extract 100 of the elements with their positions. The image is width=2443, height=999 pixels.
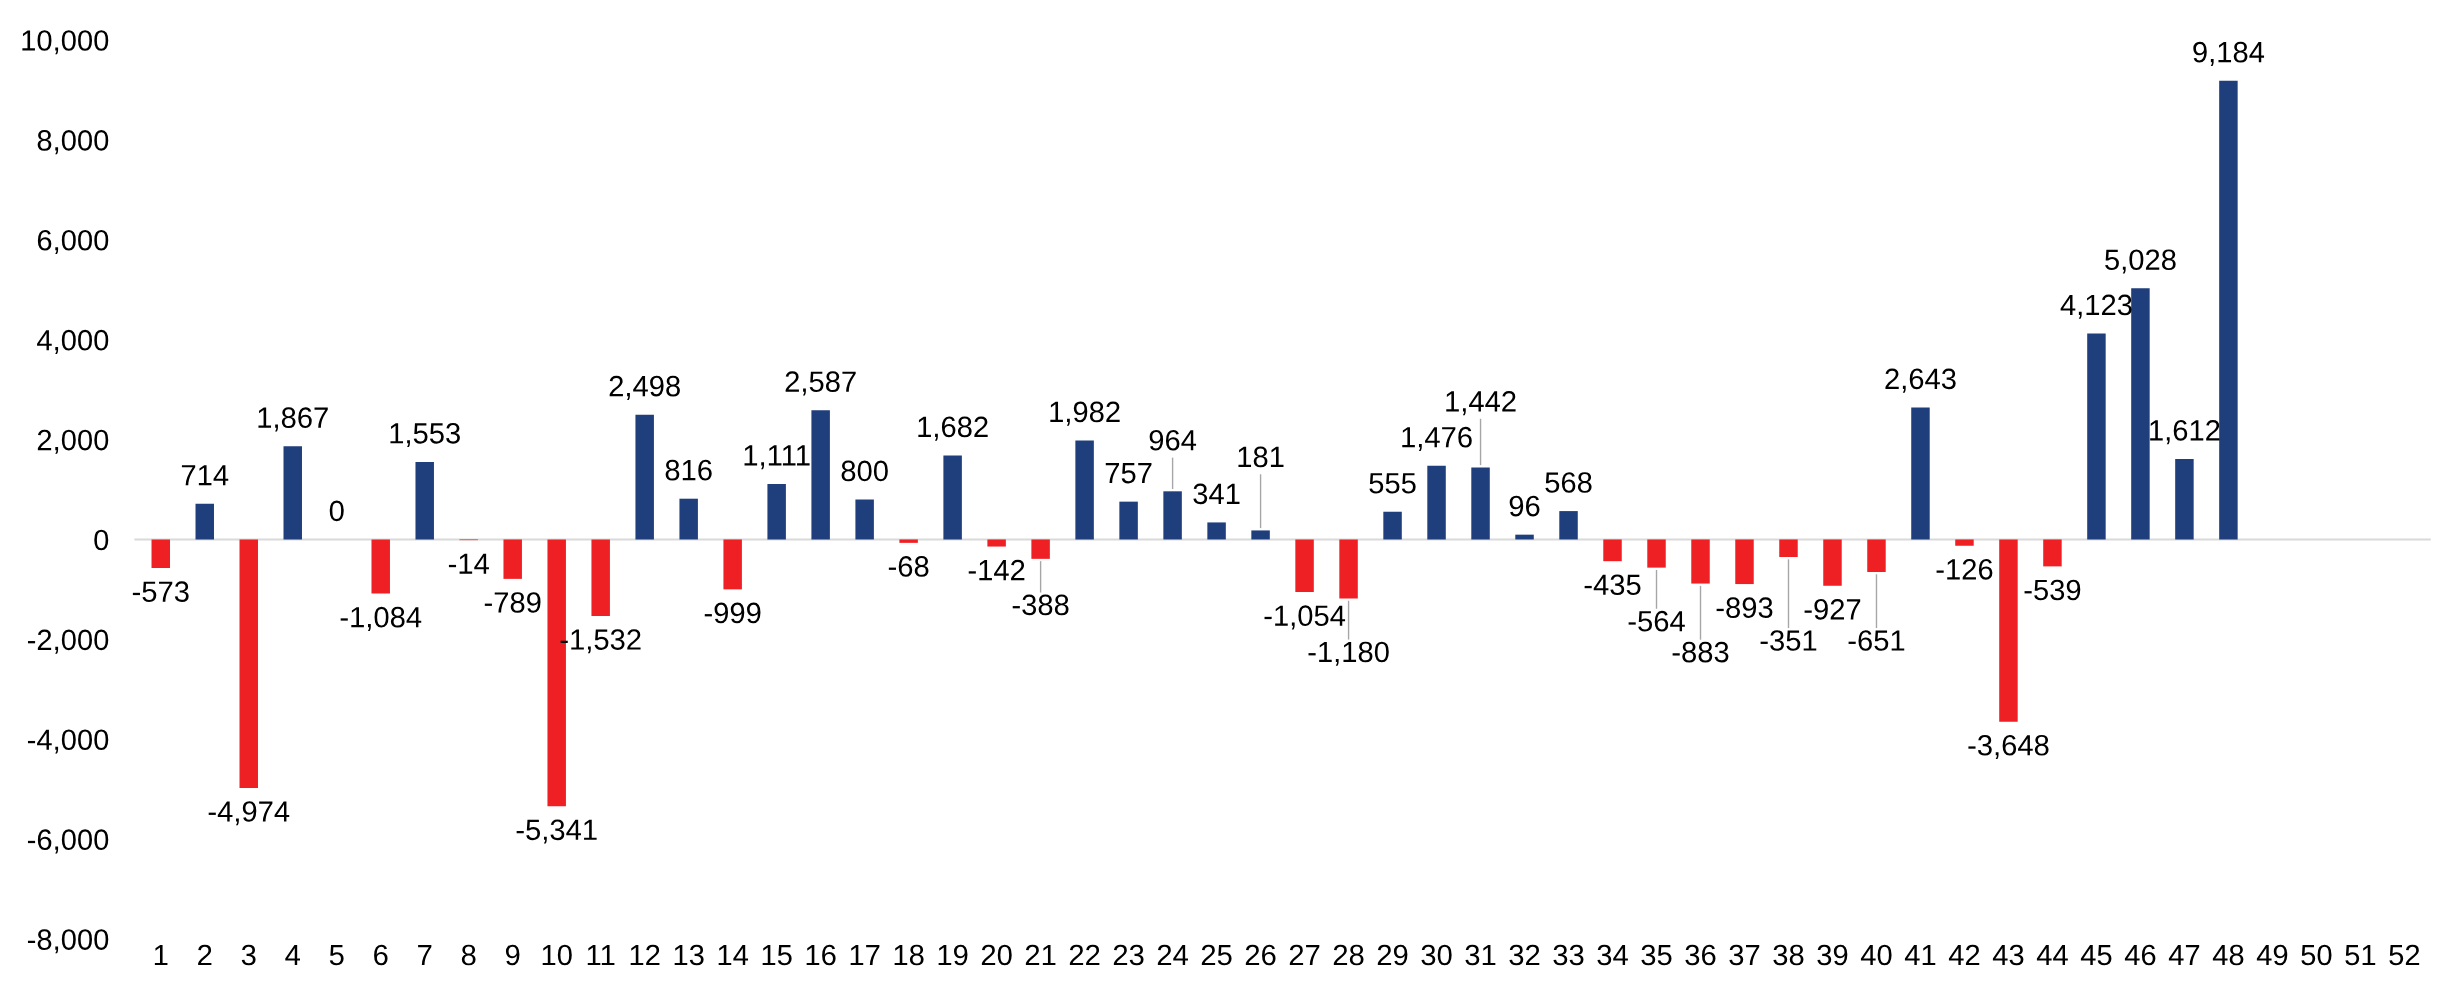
data-label: 2,498 [609,375,680,400]
x-tick-label: 3 [241,944,256,966]
bar [1163,491,1182,540]
bar [679,498,698,540]
bar [1955,539,1974,546]
x-tick-label: 6 [374,944,388,966]
x-tick-label: 28 [1333,944,1364,966]
data-label: 181 [1238,446,1284,468]
x-tick-label: 48 [2212,944,2244,966]
data-label: -5,341 [516,819,597,844]
y-tick-label: -4,000 [27,729,109,754]
x-tick-label: 1 [154,944,168,966]
x-tick-label: 16 [806,944,836,966]
x-tick-label: 4 [285,944,300,966]
bar [1295,539,1314,593]
bar [1339,539,1358,599]
x-tick-label: 33 [1553,944,1584,966]
bar [371,539,390,594]
bar [283,446,302,540]
x-tick-label: 38 [1773,944,1804,966]
x-tick-label: 37 [1729,944,1760,966]
x-tick-label: 45 [2080,944,2112,966]
x-tick-label: 18 [894,944,924,966]
bar [1251,530,1270,540]
bar [1207,522,1226,540]
bar [635,414,654,540]
data-label: -3,648 [1968,734,2049,760]
y-tick-label: 0 [94,529,109,551]
data-label: -573 [132,581,189,602]
data-label: 714 [181,465,229,486]
data-label: -883 [1672,641,1729,663]
bar [1559,511,1578,540]
bar [415,461,434,540]
x-tick-label: 12 [630,944,660,966]
bar [151,539,170,569]
x-tick-label: 39 [1817,944,1848,966]
data-label: -651 [1848,630,1905,651]
data-label: -68 [888,556,929,577]
y-tick-label: -8,000 [27,929,109,954]
x-tick-label: 11 [587,944,615,966]
data-label: 1,553 [390,422,460,448]
data-label: -142 [968,559,1025,581]
data-label: -893 [1716,597,1773,618]
data-label: 341 [1193,483,1240,505]
x-tick-label: 15 [762,944,792,966]
bar [2219,80,2238,540]
y-tick-label: 4,000 [37,329,109,354]
bar [855,499,874,540]
x-tick-label: 10 [542,944,572,966]
data-label: 1,867 [258,407,328,432]
bar [1999,539,2018,722]
data-label: -351 [1760,630,1817,651]
data-label: 757 [1105,463,1152,484]
data-label: -126 [1936,559,1993,580]
x-tick-label: 40 [1860,944,1892,966]
x-tick-label: 49 [2256,944,2288,966]
x-tick-label: 27 [1289,944,1320,966]
data-label: 1,476 [1402,426,1472,451]
x-tick-label: 36 [1685,944,1716,966]
bar [1031,539,1050,559]
data-label: 0 [329,500,344,522]
bar [1867,539,1886,572]
data-label: 555 [1369,473,1416,494]
bar [811,410,830,540]
data-label: -1,054 [1264,605,1346,630]
y-tick-label: -2,000 [27,629,109,654]
x-tick-label: 51 [2345,944,2376,966]
data-label: -435 [1584,574,1641,596]
x-tick-label: 34 [1597,944,1628,966]
bar [1911,407,1930,540]
x-tick-label: 23 [1113,944,1144,966]
data-label: 1,682 [918,416,988,441]
x-tick-label: 14 [718,944,749,966]
data-label: -4,974 [208,801,290,826]
bar [2131,288,2150,540]
x-tick-label: 47 [2168,944,2200,966]
x-tick-label: 24 [1157,944,1188,966]
bar [767,483,786,540]
data-label: 1,442 [1446,391,1516,416]
x-tick-label: 35 [1641,944,1672,966]
bar [195,503,214,540]
x-tick-label: 29 [1377,944,1408,966]
data-label: -539 [2024,579,2081,601]
x-tick-label: 30 [1421,944,1452,966]
x-tick-label: 20 [981,944,1012,966]
data-label: 2,643 [1885,368,1956,393]
bar [1427,465,1446,540]
bar [1823,539,1842,586]
x-tick-label: 42 [1948,944,1980,966]
data-label: -1,180 [1308,641,1389,666]
bar [503,539,522,579]
x-tick-label: 46 [2124,944,2156,966]
bar [1647,539,1666,568]
data-label: -14 [448,553,489,574]
x-tick-label: 5 [329,944,344,966]
x-tick-label: 7 [418,944,432,966]
x-tick-label: 22 [1069,944,1100,966]
y-tick-label: -6,000 [27,829,109,854]
x-tick-label: 41 [1904,944,1936,966]
data-label: -388 [1012,594,1069,616]
